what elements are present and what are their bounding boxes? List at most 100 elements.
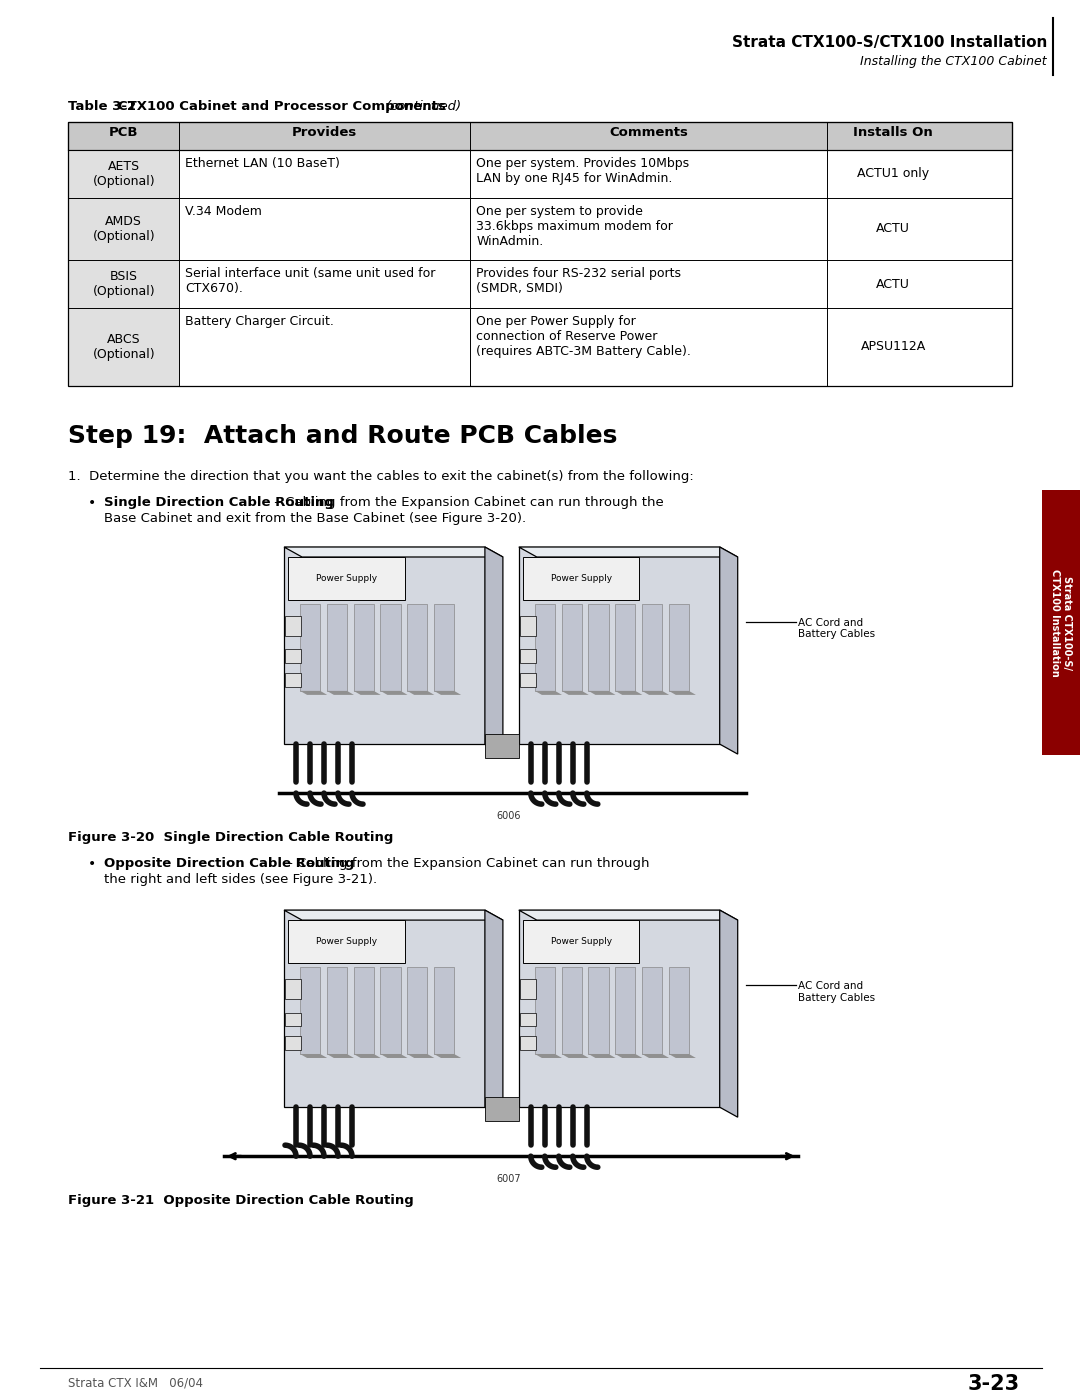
Text: Power Supply: Power Supply (315, 574, 377, 583)
Text: 3-23: 3-23 (968, 1375, 1020, 1394)
Polygon shape (669, 1053, 696, 1058)
Text: 6006: 6006 (497, 812, 522, 821)
Polygon shape (327, 967, 347, 1053)
Bar (485, 1098, 518, 1120)
Polygon shape (300, 967, 320, 1053)
Bar (519, 979, 536, 999)
Polygon shape (642, 1053, 670, 1058)
Text: Step 19:  Attach and Route PCB Cables: Step 19: Attach and Route PCB Cables (68, 425, 618, 448)
Polygon shape (380, 604, 401, 692)
Text: Strata CTX I&M   06/04: Strata CTX I&M 06/04 (68, 1376, 203, 1389)
Polygon shape (669, 604, 689, 692)
Text: Figure 3-21  Opposite Direction Cable Routing: Figure 3-21 Opposite Direction Cable Rou… (68, 1194, 414, 1207)
Polygon shape (562, 1053, 589, 1058)
Polygon shape (518, 909, 738, 921)
Polygon shape (562, 967, 582, 1053)
Polygon shape (380, 1053, 407, 1058)
Text: 1.  Determine the direction that you want the cables to exit the cabinet(s) from: 1. Determine the direction that you want… (68, 469, 693, 483)
Bar (518, 909, 719, 1108)
Bar (285, 1037, 301, 1051)
Bar (518, 548, 719, 745)
Polygon shape (518, 548, 738, 557)
Text: One per system. Provides 10Mbps
LAN by one RJ45 for WinAdmin.: One per system. Provides 10Mbps LAN by o… (476, 156, 689, 184)
Bar (523, 557, 639, 601)
Polygon shape (284, 909, 503, 921)
Bar (68, 149, 179, 198)
Text: Power Supply: Power Supply (315, 937, 377, 946)
Polygon shape (562, 604, 582, 692)
Polygon shape (669, 967, 689, 1053)
Polygon shape (407, 604, 428, 692)
Text: Table 3-2: Table 3-2 (68, 101, 136, 113)
Polygon shape (353, 1053, 381, 1058)
Text: – Cabling from the Expansion Cabinet can run through: – Cabling from the Expansion Cabinet can… (282, 858, 649, 870)
Bar (68, 122, 1012, 386)
Polygon shape (535, 692, 562, 694)
Text: APSU112A: APSU112A (861, 341, 926, 353)
Bar (519, 650, 536, 664)
Polygon shape (642, 604, 662, 692)
Polygon shape (407, 1053, 434, 1058)
Polygon shape (353, 967, 374, 1053)
Polygon shape (535, 604, 555, 692)
Text: Power Supply: Power Supply (551, 937, 611, 946)
Polygon shape (485, 909, 503, 1118)
Polygon shape (407, 692, 434, 694)
Polygon shape (434, 1053, 461, 1058)
Bar (523, 921, 639, 964)
Polygon shape (616, 1053, 643, 1058)
Polygon shape (616, 967, 635, 1053)
Text: (continued): (continued) (386, 101, 462, 113)
Polygon shape (300, 604, 320, 692)
Polygon shape (300, 692, 327, 694)
Text: Ethernet LAN (10 BaseT): Ethernet LAN (10 BaseT) (186, 156, 340, 170)
Text: CTX100 Cabinet and Processor Components: CTX100 Cabinet and Processor Components (118, 101, 450, 113)
Bar (519, 1037, 536, 1051)
Polygon shape (380, 967, 401, 1053)
Text: Opposite Direction Cable Routing: Opposite Direction Cable Routing (104, 858, 354, 870)
Text: Battery Charger Circuit.: Battery Charger Circuit. (186, 314, 335, 328)
Polygon shape (434, 967, 454, 1053)
Polygon shape (300, 1053, 327, 1058)
Text: Strata CTX100-S/CTX100 Installation: Strata CTX100-S/CTX100 Installation (731, 35, 1047, 50)
Text: the right and left sides (see Figure 3-21).: the right and left sides (see Figure 3-2… (104, 873, 377, 886)
Bar (519, 673, 536, 687)
Bar (485, 735, 518, 759)
Text: One per system to provide
33.6kbps maximum modem for
WinAdmin.: One per system to provide 33.6kbps maxim… (476, 205, 673, 249)
Bar (285, 979, 301, 999)
Bar (68, 122, 1012, 149)
Polygon shape (327, 1053, 354, 1058)
Polygon shape (642, 967, 662, 1053)
Polygon shape (535, 967, 555, 1053)
Text: 6007: 6007 (497, 1175, 522, 1185)
Text: One per Power Supply for
connection of Reserve Power
(requires ABTC-3M Battery C: One per Power Supply for connection of R… (476, 314, 691, 358)
Text: Figure 3-20  Single Direction Cable Routing: Figure 3-20 Single Direction Cable Routi… (68, 831, 393, 844)
Polygon shape (535, 1053, 562, 1058)
Bar (519, 616, 536, 636)
Text: – Cabling from the Expansion Cabinet can run through the: – Cabling from the Expansion Cabinet can… (270, 496, 664, 509)
Polygon shape (284, 548, 503, 557)
Text: Provides four RS-232 serial ports
(SMDR, SMDI): Provides four RS-232 serial ports (SMDR,… (476, 267, 681, 295)
Text: ACTU: ACTU (876, 222, 910, 236)
Polygon shape (407, 967, 428, 1053)
Polygon shape (589, 1053, 616, 1058)
Bar (68, 198, 179, 260)
Polygon shape (616, 604, 635, 692)
Polygon shape (380, 692, 407, 694)
Text: ACTU1 only: ACTU1 only (858, 168, 929, 180)
Text: Power Supply: Power Supply (551, 574, 611, 583)
Text: Provides: Provides (293, 126, 357, 138)
Polygon shape (434, 604, 454, 692)
Polygon shape (589, 967, 608, 1053)
Text: Serial interface unit (same unit used for
CTX670).: Serial interface unit (same unit used fo… (186, 267, 435, 295)
Text: AMDS
(Optional): AMDS (Optional) (93, 215, 156, 243)
Bar (285, 1013, 301, 1027)
Polygon shape (719, 548, 738, 754)
Bar (284, 909, 485, 1108)
Bar (68, 260, 179, 307)
Polygon shape (353, 692, 381, 694)
Text: Comments: Comments (609, 126, 688, 138)
Bar (285, 650, 301, 664)
Bar (284, 548, 485, 745)
Polygon shape (327, 604, 347, 692)
